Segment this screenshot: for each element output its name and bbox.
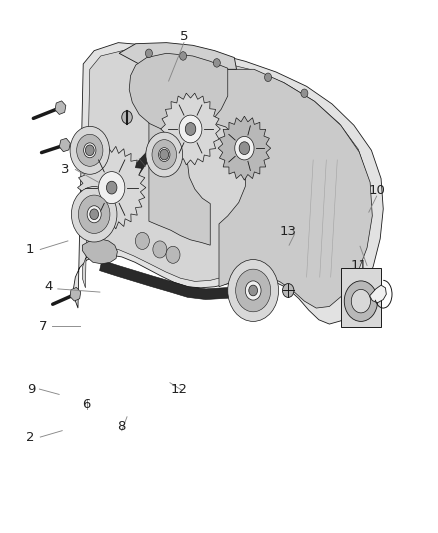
Circle shape (344, 281, 378, 321)
Text: 3: 3 (60, 163, 69, 176)
Circle shape (78, 195, 110, 233)
Circle shape (70, 126, 110, 174)
Polygon shape (55, 101, 66, 115)
Text: 8: 8 (117, 420, 126, 433)
Circle shape (85, 145, 94, 156)
Circle shape (71, 187, 117, 242)
Text: 1: 1 (25, 243, 34, 256)
Polygon shape (78, 147, 146, 229)
Polygon shape (59, 138, 71, 152)
Circle shape (235, 136, 254, 160)
Text: 2: 2 (25, 431, 34, 443)
Text: 7: 7 (39, 320, 47, 333)
Circle shape (236, 269, 271, 312)
Circle shape (239, 142, 250, 155)
Circle shape (351, 289, 371, 313)
Circle shape (106, 181, 117, 194)
Polygon shape (161, 93, 220, 165)
Polygon shape (82, 239, 117, 264)
Circle shape (84, 143, 96, 158)
Circle shape (249, 285, 258, 296)
Circle shape (87, 206, 101, 223)
Circle shape (301, 89, 308, 98)
Polygon shape (119, 43, 237, 69)
Circle shape (179, 115, 202, 143)
Circle shape (160, 149, 169, 160)
Circle shape (153, 241, 167, 258)
Polygon shape (129, 53, 228, 132)
Text: 6: 6 (82, 398, 91, 410)
Circle shape (99, 172, 125, 204)
Text: 5: 5 (180, 30, 188, 43)
Circle shape (146, 132, 183, 177)
Polygon shape (370, 285, 386, 303)
Polygon shape (218, 116, 271, 180)
Polygon shape (149, 69, 372, 308)
Text: 13: 13 (280, 225, 297, 238)
Polygon shape (103, 127, 196, 224)
Circle shape (228, 260, 279, 321)
Circle shape (166, 246, 180, 263)
Text: 9: 9 (27, 383, 36, 395)
Circle shape (265, 73, 272, 82)
Circle shape (213, 59, 220, 67)
Circle shape (180, 52, 187, 60)
Circle shape (185, 123, 196, 135)
Polygon shape (70, 287, 81, 301)
Circle shape (122, 111, 132, 124)
Circle shape (90, 209, 99, 220)
Circle shape (145, 49, 152, 58)
Polygon shape (99, 260, 255, 300)
Circle shape (152, 140, 177, 169)
Polygon shape (74, 43, 383, 324)
Text: 10: 10 (368, 184, 385, 197)
Circle shape (135, 232, 149, 249)
Text: 11: 11 (351, 259, 367, 272)
Text: 12: 12 (170, 383, 187, 395)
Text: 4: 4 (44, 280, 53, 293)
Polygon shape (82, 49, 370, 305)
Circle shape (283, 284, 294, 297)
FancyBboxPatch shape (341, 268, 381, 327)
Circle shape (77, 134, 103, 166)
Circle shape (245, 281, 261, 300)
Circle shape (159, 148, 170, 161)
